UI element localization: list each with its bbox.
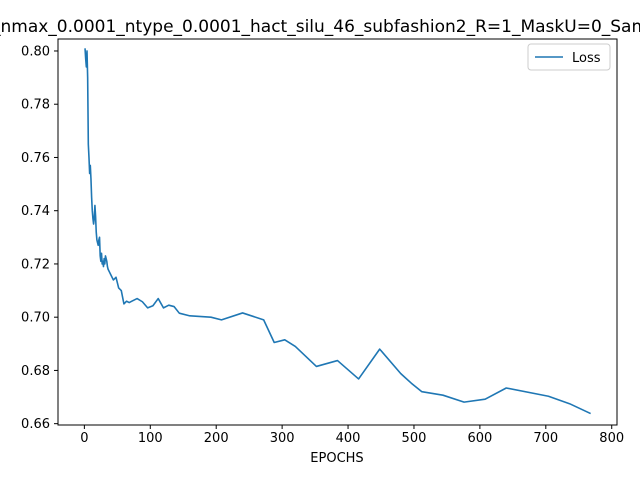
y-tick-label: 0.66 [21, 417, 50, 432]
y-axis-ticks: 0.66 0.68 0.70 0.72 0.74 0.76 0.78 0.80 [21, 44, 58, 432]
y-tick-label: 0.68 [21, 364, 50, 379]
y-tick-label: 0.72 [21, 257, 50, 272]
x-tick-label: 100 [138, 431, 163, 446]
y-tick-label: 0.78 [21, 98, 50, 113]
x-tick-label: 400 [336, 431, 361, 446]
x-axis-ticks: 0 100 200 300 400 500 600 700 800 [80, 425, 624, 446]
legend: Loss [527, 43, 611, 71]
x-tick-label: 800 [599, 431, 624, 446]
loss-series-line [84, 48, 591, 415]
plot-frame [57, 38, 618, 426]
chart-title: _nmax_0.0001_ntype_0.0001_hact_silu_46_s… [0, 17, 640, 37]
y-tick-label: 0.70 [21, 311, 50, 326]
y-tick-label: 0.74 [21, 204, 50, 219]
x-tick-label: 200 [204, 431, 229, 446]
y-tick-label: 0.80 [21, 44, 50, 59]
x-tick-label: 700 [533, 431, 558, 446]
legend-label-loss: Loss [572, 51, 601, 66]
legend-box [527, 43, 611, 71]
x-tick-label: 300 [270, 431, 295, 446]
y-tick-label: 0.76 [21, 151, 50, 166]
x-tick-label: 0 [80, 431, 88, 446]
x-tick-label: 500 [402, 431, 427, 446]
x-tick-label: 600 [467, 431, 492, 446]
plot-area [84, 48, 591, 415]
x-axis-title: EPOCHS [310, 451, 363, 466]
